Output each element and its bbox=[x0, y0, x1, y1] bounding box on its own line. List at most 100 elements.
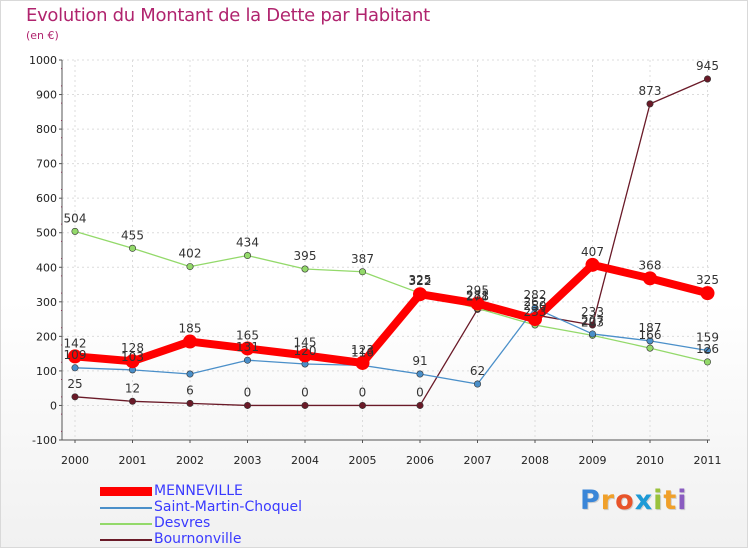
data-label: 91 bbox=[412, 354, 427, 368]
y-tick-label: 700 bbox=[36, 158, 57, 171]
data-label: 6 bbox=[186, 383, 194, 397]
data-point bbox=[129, 397, 137, 405]
data-point bbox=[301, 401, 309, 409]
y-tick-label: 500 bbox=[36, 227, 57, 240]
data-label: 103 bbox=[121, 350, 144, 364]
x-tick-label: 2008 bbox=[521, 454, 549, 467]
data-label: 109 bbox=[64, 348, 87, 362]
data-label: 282 bbox=[524, 288, 547, 302]
data-point bbox=[244, 401, 252, 409]
y-tick-label: 300 bbox=[36, 296, 57, 309]
axes: -100010020030040050060070080090010002000… bbox=[29, 54, 722, 467]
data-label: 262 bbox=[524, 295, 547, 309]
legend-swatch-bournonville bbox=[100, 539, 152, 541]
data-point bbox=[358, 401, 366, 409]
data-label: 873 bbox=[639, 84, 662, 98]
data-label: 203 bbox=[581, 315, 604, 329]
data-point bbox=[700, 286, 715, 301]
data-label: 295 bbox=[466, 284, 489, 298]
data-point bbox=[244, 356, 252, 364]
y-tick-label: 1000 bbox=[29, 54, 57, 67]
y-tick-label: 0 bbox=[50, 399, 57, 412]
y-tick-label: 100 bbox=[36, 365, 57, 378]
data-label: 0 bbox=[416, 385, 424, 399]
data-label: 131 bbox=[236, 340, 259, 354]
data-label: 116 bbox=[351, 345, 374, 359]
data-label: 368 bbox=[639, 258, 662, 272]
x-tick-label: 2004 bbox=[291, 454, 319, 467]
data-point bbox=[646, 344, 654, 352]
legend-swatch-menneville bbox=[100, 487, 152, 496]
data-label: 233 bbox=[581, 305, 604, 319]
data-point bbox=[643, 271, 657, 286]
legend-swatch-desvres bbox=[100, 523, 152, 525]
data-label: 165 bbox=[236, 328, 259, 342]
x-tick-label: 2002 bbox=[176, 454, 204, 467]
data-point bbox=[125, 354, 140, 369]
data-point bbox=[186, 370, 194, 378]
data-label: 0 bbox=[244, 385, 252, 399]
x-tick-label: 2010 bbox=[636, 454, 664, 467]
logo-letter: r bbox=[600, 485, 616, 516]
y-tick-label: -100 bbox=[32, 434, 57, 447]
data-point bbox=[358, 268, 366, 276]
chart-title: Evolution du Montant de la Dette par Hab… bbox=[26, 5, 430, 26]
logo-letter: x bbox=[634, 485, 654, 516]
logo-letter: t bbox=[663, 485, 678, 516]
data-point bbox=[298, 348, 312, 363]
data-label: 12 bbox=[125, 381, 140, 395]
x-tick-label: 2006 bbox=[406, 454, 434, 467]
data-label: 159 bbox=[696, 331, 719, 345]
data-label: 233 bbox=[524, 305, 547, 319]
data-label: 325 bbox=[696, 273, 719, 287]
data-label: 281 bbox=[466, 288, 489, 302]
data-point bbox=[703, 358, 711, 366]
data-point bbox=[473, 380, 481, 388]
series-lines bbox=[68, 75, 715, 409]
data-point bbox=[703, 75, 711, 83]
data-point bbox=[703, 347, 711, 355]
data-label: 0 bbox=[359, 385, 367, 399]
data-label: 128 bbox=[121, 341, 144, 355]
data-point bbox=[355, 355, 370, 370]
data-point bbox=[646, 100, 654, 108]
data-label: 120 bbox=[294, 344, 317, 358]
y-tick-label: 800 bbox=[36, 123, 57, 136]
data-point bbox=[588, 330, 596, 338]
data-point bbox=[301, 265, 309, 273]
data-label: 250 bbox=[524, 299, 547, 313]
data-label: 455 bbox=[121, 228, 144, 242]
data-label: 325 bbox=[409, 273, 432, 287]
x-tick-label: 2011 bbox=[694, 454, 722, 467]
x-tick-label: 2003 bbox=[234, 454, 262, 467]
data-label: 407 bbox=[581, 245, 604, 259]
legend-swatch-saint-martin-choquel bbox=[100, 507, 152, 509]
data-label: 322 bbox=[409, 274, 432, 288]
chart-unit: (en €) bbox=[26, 29, 59, 42]
x-tick-label: 2005 bbox=[349, 454, 377, 467]
data-label: 945 bbox=[696, 59, 719, 73]
y-tick-label: 900 bbox=[36, 89, 57, 102]
logo-letter: i bbox=[653, 485, 664, 516]
data-point bbox=[588, 321, 596, 329]
data-label: 504 bbox=[64, 211, 87, 225]
data-label: 166 bbox=[639, 328, 662, 342]
logo-letter: P bbox=[580, 485, 601, 516]
series-line-menneville bbox=[71, 260, 712, 367]
data-label: 142 bbox=[64, 336, 87, 350]
data-point bbox=[528, 312, 542, 327]
grid bbox=[62, 59, 710, 441]
data-label: 123 bbox=[351, 343, 374, 357]
data-label: 187 bbox=[639, 321, 662, 335]
proxiti-logo: Proxiti bbox=[580, 485, 688, 516]
legend-label-bournonville: Bournonville bbox=[154, 531, 242, 547]
series-line-bournonville bbox=[74, 78, 709, 407]
data-point bbox=[646, 337, 654, 345]
data-point bbox=[413, 287, 427, 302]
data-label: 434 bbox=[236, 236, 259, 250]
data-point bbox=[244, 252, 252, 260]
data-point bbox=[186, 399, 194, 407]
data-point bbox=[470, 296, 485, 311]
legend-label-menneville: MENNEVILLE bbox=[154, 483, 243, 499]
